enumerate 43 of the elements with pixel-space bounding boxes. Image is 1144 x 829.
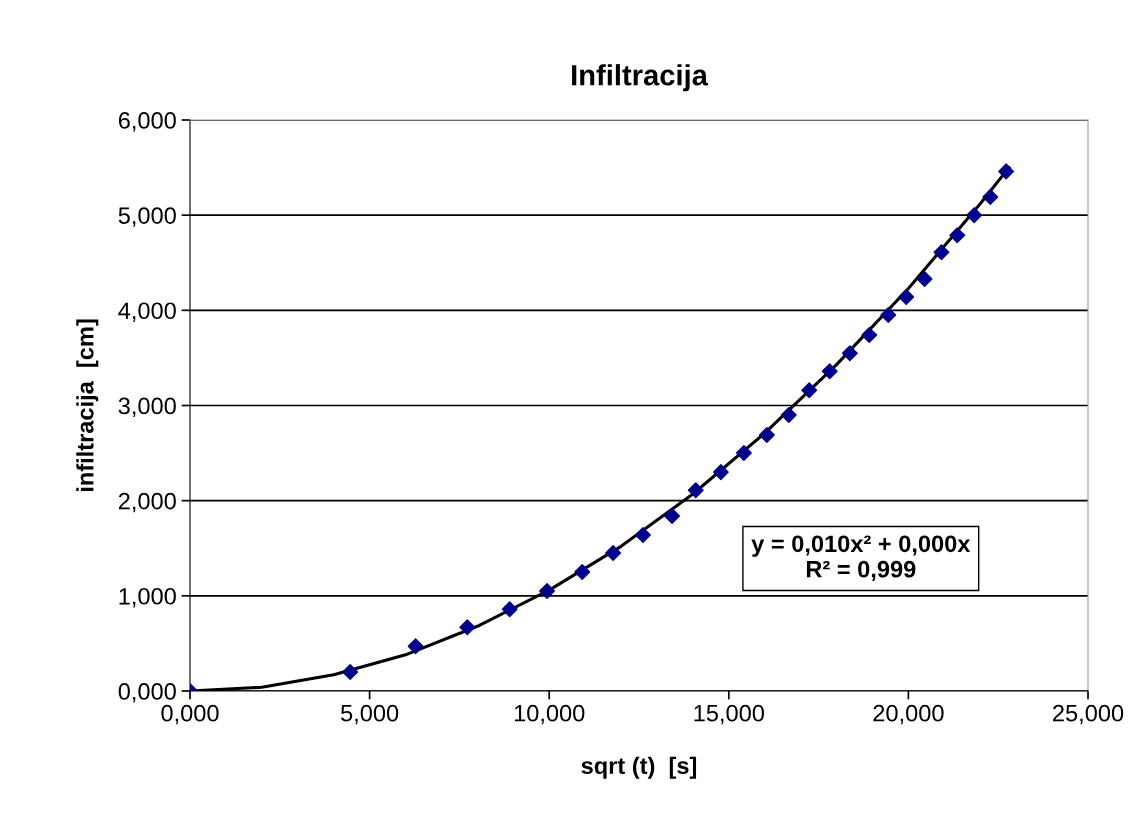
point [780,407,797,423]
x-tick-label: 5,000 [341,704,399,725]
y-tick-label: 0,000 [118,683,176,703]
point [801,382,818,399]
y-tick-label: 6,000 [118,112,176,132]
point [574,564,591,581]
point [966,207,983,224]
point [758,427,775,443]
point [933,244,950,261]
y-tick-label: 2,000 [118,492,176,513]
x-axis-title: sqrt (t) [s] [581,756,697,779]
point [459,619,476,636]
x-tick-label: 20,000 [873,704,944,725]
point [539,583,556,600]
point [998,163,1015,180]
point [841,345,858,362]
x-tick-label: 25,000 [1053,704,1124,725]
point [664,507,681,524]
chart-title: Infiltracija [572,64,709,92]
x-tick-label: 0,000 [161,704,219,725]
point [898,289,915,305]
point [634,526,651,543]
point [735,445,752,462]
point [687,482,704,499]
point [501,601,518,618]
x-tick-label: 10,000 [514,704,585,725]
y-axis-title: infiltracija [cm] [76,319,99,492]
point [949,227,966,244]
y-tick-label: 4,000 [118,302,176,322]
point [407,638,424,655]
y-tick-label: 5,000 [118,207,176,227]
point [821,363,838,380]
point [982,189,999,206]
point [342,663,359,680]
point [916,270,933,287]
point [861,327,878,344]
y-tick-label: 1,000 [119,587,176,608]
point [605,545,622,561]
point [880,307,897,324]
y-tick-label: 3,000 [118,397,176,418]
annotation: y = 0,010x² + 0,000x R² = 0,999 [751,535,971,582]
point [712,464,729,481]
x-tick-label: 15,000 [694,704,764,725]
